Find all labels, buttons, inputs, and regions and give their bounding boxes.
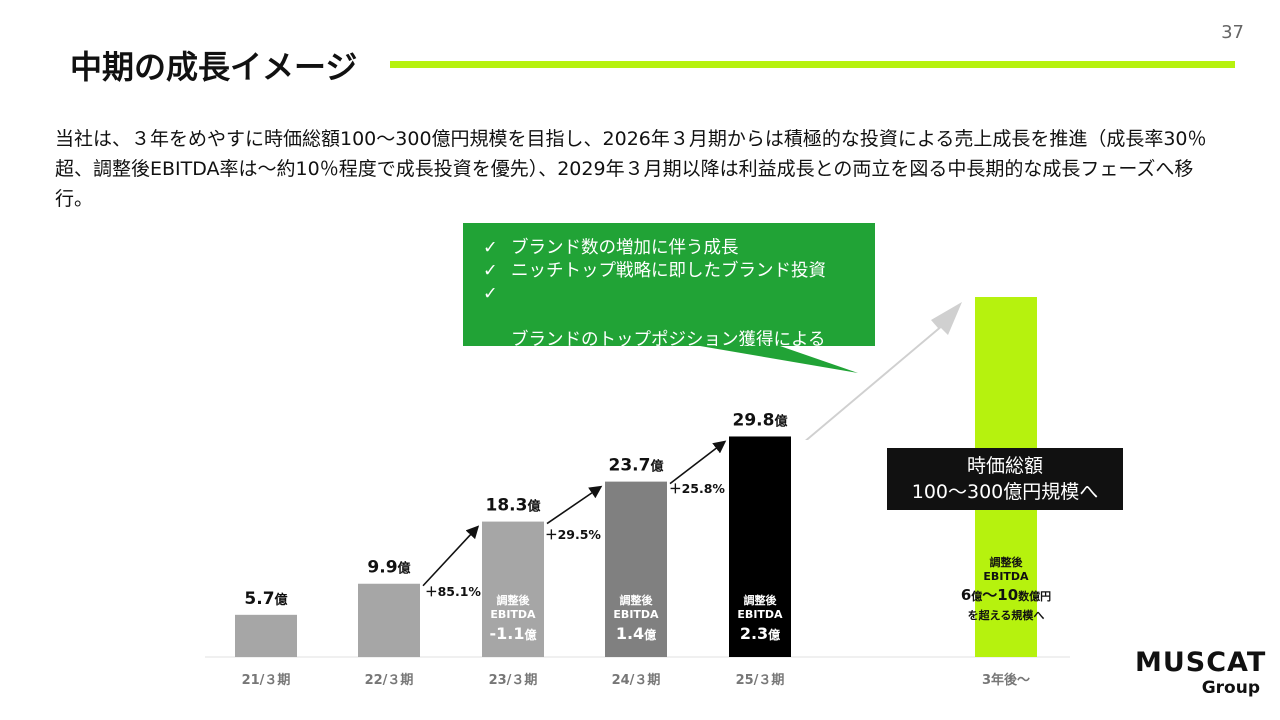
growth-rate-label: ＋25.8% [669,481,725,496]
bar [729,436,791,657]
ebitda-label: EBITDA [613,608,659,621]
company-logo: MUSCAT Group [1135,647,1267,699]
ebitda-label: EBITDA [490,608,536,621]
bar-value-label: 18.3億 [486,496,541,516]
future-ebitda-value: 6億〜10数億円 [961,586,1051,604]
ebitda-title: 調整後 [744,593,778,607]
ebitda-title: 調整後 [497,593,531,607]
bar [605,481,667,657]
ebitda-title: 調整後 [620,593,654,607]
future-ebitda-note: を超える規模へ [968,608,1045,622]
callout-item-text: ブランドのトップポジション獲得による オーガニック成長 [511,330,826,373]
logo-main-text: MUSCAT [1135,647,1267,678]
bar [482,521,544,657]
x-tick-label: 3年後〜 [982,672,1030,688]
x-tick-label: 23/３期 [489,673,538,688]
bar [235,614,297,657]
future-ebitda-title: 調整後 [990,555,1024,569]
growth-rate-label: ＋85.1% [425,584,481,599]
target-line1: 時価総額 [966,455,1043,477]
check-icon: ✓ [483,261,498,281]
labels-group: 21/３期5.7億22/３期9.9億23/３期18.3億調整後EBITDA-1.… [242,410,1052,688]
ebitda-label: EBITDA [737,608,783,621]
bar-value-label: 9.9億 [367,558,410,578]
logo-sub-text: Group [1201,678,1260,698]
x-tick-label: 22/３期 [365,673,414,688]
callout-item-text: ブランド数の増加に伴う成長 [511,238,739,258]
callout-list: ✓ ブランド数の増加に伴う成長 ✓ ニッチトップ戦略に即したブランド投資 ✓ ブ… [463,223,875,375]
bar [358,583,420,657]
bar-value-label: 29.8億 [733,410,788,430]
x-tick-label: 25/３期 [736,673,785,688]
growth-arrow [546,485,603,525]
page-title: 中期の成長イメージ [70,48,358,86]
market-cap-target-box: 時価総額 100〜300億円規模へ [887,448,1123,510]
check-icon: ✓ [483,284,498,304]
callout-tail [700,346,858,373]
big-growth-arrow [805,302,962,440]
callout-item: ✓ ブランド数の増加に伴う成長 [483,237,875,260]
x-tick-label: 24/３期 [612,673,661,688]
ebitda-value: 2.3億 [740,624,780,643]
callout-box: ✓ ブランド数の増加に伴う成長 ✓ ニッチトップ戦略に即したブランド投資 ✓ ブ… [463,223,875,373]
bar-value-label: 23.7億 [609,456,664,476]
ebitda-value: 1.4億 [616,624,656,643]
callout-item-text: ニッチトップ戦略に即したブランド投資 [511,261,826,281]
growth-arrow [669,440,727,485]
future-ebitda-label: EBITDA [983,570,1029,583]
ebitda-value: -1.1億 [490,624,537,643]
intro-text: 当社は、３年をめやすに時価総額100〜300億円規模を目指し、2026年３月期か… [55,128,1207,210]
callout-item: ✓ ブランドのトップポジション獲得による オーガニック成長 [483,283,875,375]
check-icon: ✓ [483,238,498,258]
callout-item: ✓ ニッチトップ戦略に即したブランド投資 [483,260,875,283]
growth-rate-label: ＋29.5% [545,527,601,542]
target-line2: 100〜300億円規模へ [911,481,1099,503]
page-number: 37 [1221,22,1244,43]
x-tick-label: 21/３期 [242,673,291,688]
growth-arrows-group [422,440,727,587]
growth-arrow [422,525,480,587]
title-underline [390,61,1235,68]
bar-value-label: 5.7億 [244,589,287,609]
